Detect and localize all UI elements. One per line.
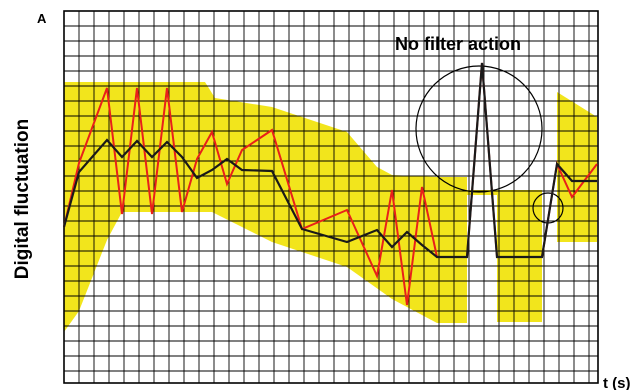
grid bbox=[63, 10, 599, 384]
series-line-filtered bbox=[62, 62, 597, 259]
x-axis-label: t (s) bbox=[603, 375, 631, 390]
band-area bbox=[64, 82, 542, 332]
series-layer bbox=[62, 62, 598, 306]
confidence-band-layer bbox=[64, 82, 597, 332]
panel-label: A bbox=[37, 11, 47, 26]
plot-frame bbox=[63, 10, 599, 384]
y-axis-label: Digital fluctuation bbox=[12, 119, 33, 279]
no-filter-annotation: No filter action bbox=[395, 34, 521, 54]
no-filter-circle bbox=[415, 65, 543, 193]
band-area-right bbox=[557, 92, 597, 242]
